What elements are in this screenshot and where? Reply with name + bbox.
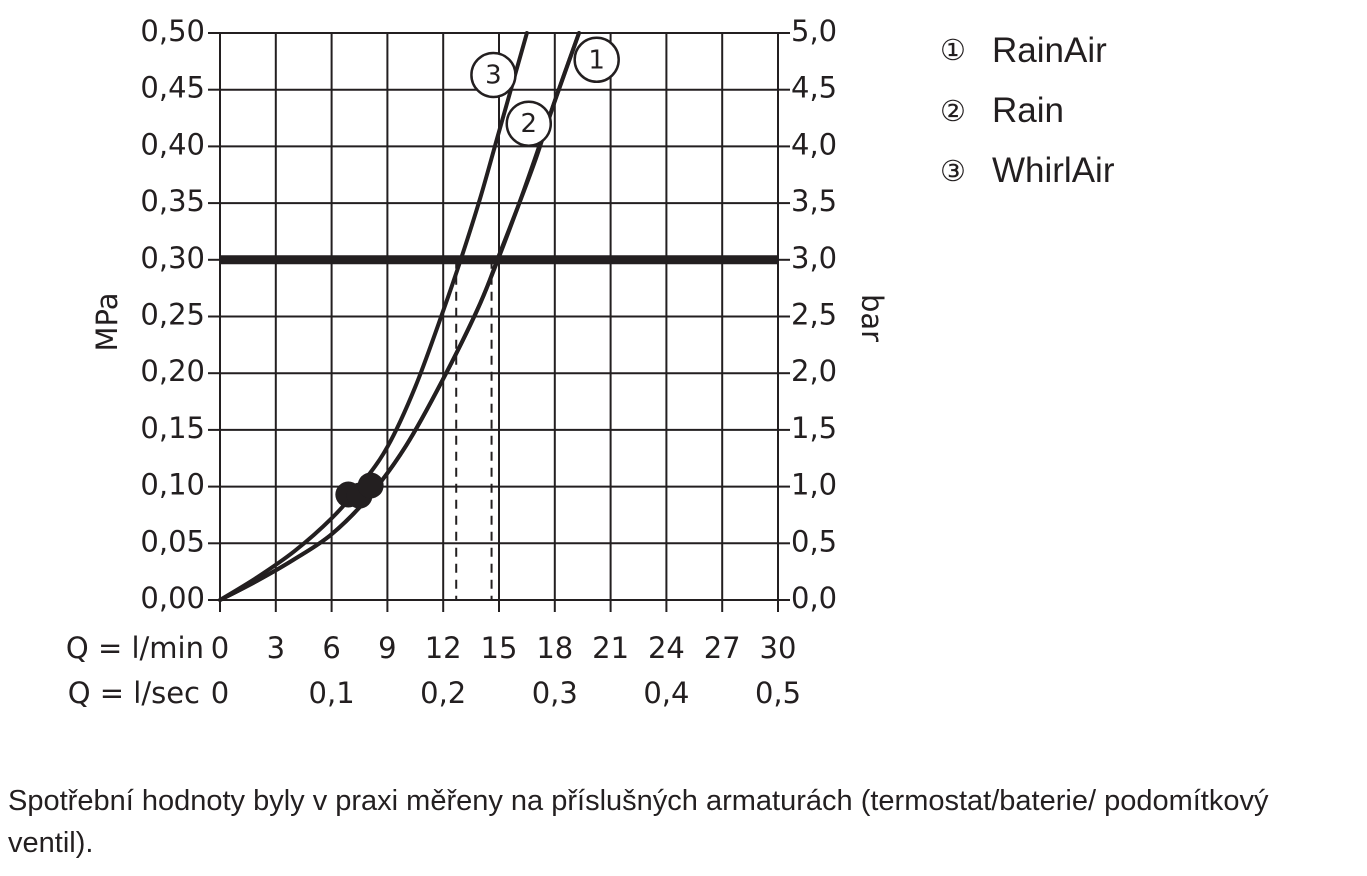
right-tick-label-2: 1,0 [791,468,837,502]
curve-marker-3 [470,51,517,99]
legend-label-rainair: RainAir [992,31,1107,70]
right-tick-label-10: 5,0 [791,14,837,48]
x-tick-label-lmin-10: 30 [760,631,797,665]
reference-layer [220,255,778,600]
x-tick-label-lmin-8: 24 [648,631,685,665]
left-tick-label-2: 0,10 [140,468,205,502]
series-layer [218,31,581,602]
x-tick-label-lmin-1: 3 [267,631,285,665]
left-tick-label-3: 0,15 [140,411,205,445]
right-tick-label-8: 4,0 [791,127,837,161]
right-tick-label-5: 2,5 [791,298,837,332]
x-tick-label-lsec-1: 0,1 [309,676,355,710]
legend-label-whirlair: WhirlAir [992,151,1115,190]
x-tick-label-lmin-2: 6 [322,631,340,665]
x-tick-label-lsec-0: 0 [211,676,229,710]
left-tick-label-4: 0,20 [140,354,205,388]
left-tick-label-10: 0,50 [140,14,205,48]
curve-marker-2 [505,100,553,147]
right-tick-label-6: 3,0 [791,241,837,275]
right-tick-label-7: 3,5 [791,184,837,218]
x-tick-label-lsec-2: 0,2 [420,676,466,710]
x-axis-lsec-label: Q = l/sec [68,676,200,710]
x-tick-label-lmin-0: 0 [211,631,229,665]
legend-symbol-3: ③ [940,154,966,188]
legend: ① RainAir ② Rain ③ WhirlAir [940,31,1115,190]
curve-marker-label-1: 1 [588,45,605,75]
left-tick-label-6: 0,30 [140,241,205,275]
grid [219,32,779,601]
series-line-rain [218,31,581,602]
left-tick-label-8: 0,40 [140,127,205,161]
right-axis-label: bar [855,294,889,342]
right-tick-label-0: 0,0 [791,581,837,615]
x-tick-label-lmin-7: 21 [592,631,629,665]
series-line-whirlair [218,31,529,602]
right-tick-label-4: 2,0 [791,354,837,388]
legend-symbol-1: ① [940,33,966,67]
left-tick-label-9: 0,45 [140,71,205,105]
footnote: Spotřební hodnoty byly v praxi měřeny na… [8,785,1269,859]
x-tick-label-lsec-4: 0,4 [643,676,689,710]
right-tick-label-9: 4,5 [791,71,837,105]
right-tick-label-1: 0,5 [791,524,837,558]
marker-layer: 1 23 [335,36,620,509]
x-tick-label-lmin-4: 12 [425,631,462,665]
left-axis-ticks: 0,00 0,05 0,10 0,15 0,20 0,25 0,30 0,35 0,40 0,45… [140,14,220,615]
x-tick-label-lmin-6: 18 [536,631,573,665]
x-tick-label-lmin-3: 9 [378,631,396,665]
x-tick-label-lmin-5: 15 [481,631,518,665]
left-tick-label-7: 0,35 [140,184,205,218]
left-tick-label-0: 0,00 [140,581,205,615]
legend-label-rain: Rain [992,91,1064,130]
curve-marker-label-2: 2 [520,109,537,139]
left-axis-label: MPa [90,293,124,352]
curve-marker-1 [573,36,620,84]
right-axis-ticks: 0,0 0,5 1,0 1,5 2,0 2,5 3,0 3,5 4,0 4,5 5,0 [778,14,837,615]
x-tick-label-lsec-5: 0,5 [755,676,801,710]
curve-marker-label-3: 3 [485,60,502,90]
x-tick-label-lsec-3: 0,3 [532,676,578,710]
x-axis-ticks: 0 3 6 9 12 15 18 21 24 27 30 0 0,1 0,2 0,3 0,4 0,5 [211,600,801,710]
x-axis-lmin-label: Q = l/min [66,631,204,665]
left-tick-label-5: 0,25 [140,298,205,332]
legend-symbol-2: ② [940,94,966,128]
x-tick-label-lmin-9: 27 [704,631,741,665]
right-tick-label-3: 1,5 [791,411,837,445]
left-tick-label-1: 0,05 [140,524,205,558]
min-pressure-dot-2 [357,472,384,499]
